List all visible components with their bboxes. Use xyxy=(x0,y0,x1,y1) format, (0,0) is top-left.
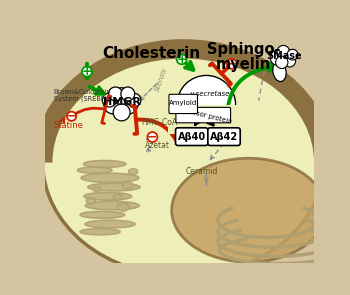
Ellipse shape xyxy=(113,194,122,200)
FancyBboxPatch shape xyxy=(176,128,208,145)
Bar xyxy=(168,105,245,134)
Circle shape xyxy=(67,112,76,121)
Text: Cholesterin: Cholesterin xyxy=(102,46,200,60)
Ellipse shape xyxy=(86,198,96,204)
Text: γ-secretase: γ-secretase xyxy=(189,91,230,97)
FancyBboxPatch shape xyxy=(176,107,231,123)
Circle shape xyxy=(127,93,141,107)
Circle shape xyxy=(275,56,288,68)
Circle shape xyxy=(82,67,92,77)
Text: Amyloid: Amyloid xyxy=(169,100,197,106)
Ellipse shape xyxy=(85,201,139,210)
FancyBboxPatch shape xyxy=(208,128,240,145)
Ellipse shape xyxy=(77,167,112,173)
Circle shape xyxy=(147,132,158,142)
Circle shape xyxy=(277,45,289,58)
Text: Azetat: Azetat xyxy=(145,141,170,150)
Circle shape xyxy=(108,87,122,101)
Ellipse shape xyxy=(80,229,120,235)
Circle shape xyxy=(119,96,138,114)
Text: +: + xyxy=(82,65,92,78)
Text: Brown&Goldstein
System (SREBP): Brown&Goldstein System (SREBP) xyxy=(54,89,112,102)
Text: −: − xyxy=(226,58,237,71)
Ellipse shape xyxy=(43,49,324,276)
Ellipse shape xyxy=(93,187,101,192)
Ellipse shape xyxy=(88,183,140,191)
Circle shape xyxy=(270,50,286,65)
Text: Aβ40: Aβ40 xyxy=(178,132,206,142)
Text: Ceramid: Ceramid xyxy=(186,167,218,176)
Ellipse shape xyxy=(80,211,125,218)
Text: Statine: Statine xyxy=(54,121,84,130)
Ellipse shape xyxy=(84,160,126,168)
Ellipse shape xyxy=(84,192,132,200)
Circle shape xyxy=(227,59,237,69)
Circle shape xyxy=(102,93,116,107)
Circle shape xyxy=(284,55,296,67)
Text: Aβ42: Aβ42 xyxy=(210,132,238,142)
Circle shape xyxy=(113,88,130,105)
Text: −: − xyxy=(147,131,158,144)
Ellipse shape xyxy=(273,62,286,81)
Ellipse shape xyxy=(172,158,326,262)
FancyBboxPatch shape xyxy=(169,94,197,114)
Circle shape xyxy=(113,104,130,121)
Text: Sterols: Sterols xyxy=(155,66,169,92)
Text: HMGR: HMGR xyxy=(103,97,141,107)
Circle shape xyxy=(177,54,187,64)
Text: SMase: SMase xyxy=(266,51,302,61)
Text: −: − xyxy=(66,110,77,123)
Ellipse shape xyxy=(81,173,139,183)
Text: +: + xyxy=(176,53,187,66)
Text: HMG-CoA: HMG-CoA xyxy=(141,118,177,127)
Text: Precursor protein: Precursor protein xyxy=(175,106,233,125)
Ellipse shape xyxy=(117,203,130,211)
Text: Sphingo-
myelin: Sphingo- myelin xyxy=(206,42,280,72)
Ellipse shape xyxy=(122,182,133,189)
Circle shape xyxy=(287,49,298,60)
Ellipse shape xyxy=(85,220,135,228)
Circle shape xyxy=(177,76,236,134)
Ellipse shape xyxy=(128,169,138,175)
Circle shape xyxy=(280,49,294,63)
Circle shape xyxy=(121,87,135,101)
Circle shape xyxy=(104,96,122,114)
